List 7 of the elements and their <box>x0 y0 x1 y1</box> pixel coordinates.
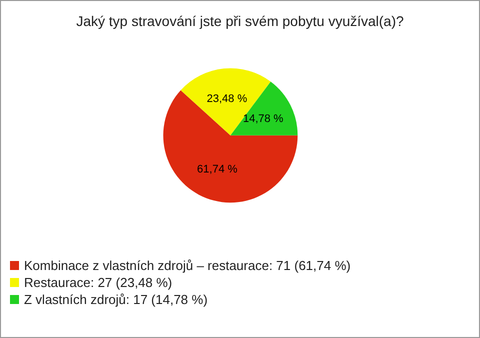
chart-title: Jaký typ stravování jste při svém pobytu využíval(a)? <box>76 13 404 29</box>
legend-label: Restaurace: 27 (23,48 %) <box>24 275 172 290</box>
data-label: 23,48 % <box>206 92 248 105</box>
legend-label: Kombinace z vlastních zdrojů – restaurace: 71 (61,74 %) <box>24 258 351 273</box>
data-label: 61,74 % <box>197 164 238 176</box>
legend-label: Z vlastních zdrojů: 17 (14,78 %) <box>24 292 208 307</box>
data-label: 14,78 % <box>242 113 284 126</box>
